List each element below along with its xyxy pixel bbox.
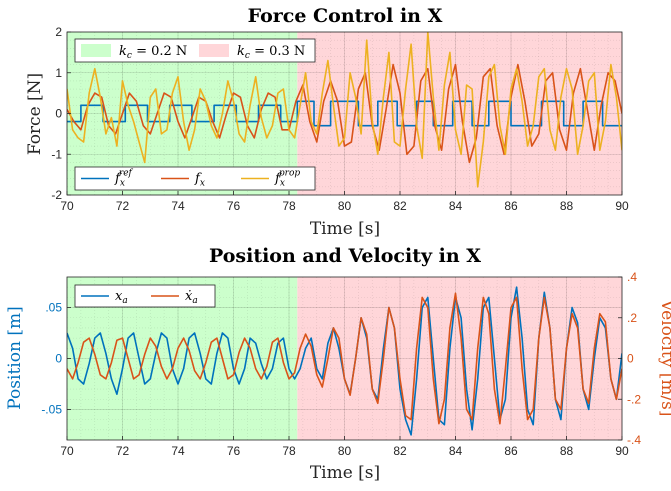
- y-right-tick-label: 0: [627, 352, 634, 366]
- chart-title-force: Force Control in X: [248, 5, 443, 27]
- y-right-tick-label: -.2: [627, 392, 641, 406]
- series-legend-box: [74, 166, 316, 191]
- y-tick-label: 1: [55, 66, 62, 80]
- x-tick-label: 86: [504, 444, 518, 458]
- y-tick-label: .05: [45, 301, 62, 315]
- x-tick-label: 76: [227, 199, 241, 213]
- x-tick-label: 74: [171, 199, 185, 213]
- x-tick-label: 84: [449, 199, 463, 213]
- region-1: [297, 277, 622, 440]
- series-legend-box: [74, 284, 216, 308]
- force-control-chart: Force Control in X Force [N] Time [s] 70…: [25, 5, 629, 239]
- region-legend-box: [74, 38, 316, 63]
- legend-label-0: fxref: [114, 169, 134, 189]
- y-right-tick-label: -.4: [627, 433, 641, 447]
- y-tick-label: -.05: [41, 402, 62, 416]
- x-tick-label: 72: [116, 444, 130, 458]
- x-tick-label: 76: [227, 444, 241, 458]
- x-tick-label: 80: [338, 199, 352, 213]
- chart-title-position-velocity: Position and Velocity in X: [209, 245, 481, 267]
- y-tick-label: 0: [55, 107, 62, 121]
- x-tick-label: 72: [116, 199, 130, 213]
- region-1: [297, 32, 622, 195]
- x-tick-label: 90: [615, 199, 629, 213]
- x-tick-label: 74: [171, 444, 185, 458]
- y-tick-label: 0: [55, 352, 62, 366]
- y-right-tick-label: .4: [627, 270, 637, 284]
- legend-label-1: fx: [194, 172, 205, 189]
- y-tick-label: -2: [51, 188, 62, 202]
- x-tick-label: 80: [338, 444, 352, 458]
- x-tick-label: 70: [60, 199, 74, 213]
- legend-label-1: ẋa: [185, 289, 198, 306]
- series-line-f-0: [67, 100, 622, 127]
- x-axis-label-position-velocity: Time [s]: [310, 463, 380, 483]
- y-tick-label: 2: [55, 25, 62, 39]
- x-tick-label: 88: [560, 444, 574, 458]
- y-tick-label: -1: [51, 147, 62, 161]
- y-axis-label-position: Position [m]: [5, 306, 25, 409]
- x-tick-label: 78: [282, 444, 296, 458]
- x-tick-label: 90: [615, 444, 629, 458]
- legend-label-0: xa: [115, 289, 128, 306]
- legend-label-2: fxprop: [274, 169, 300, 189]
- y-axis-label-force: Force [N]: [25, 73, 45, 155]
- region-legend-label-0: kc = 0.2 N: [119, 44, 187, 61]
- x-tick-label: 82: [393, 444, 407, 458]
- x-tick-label: 82: [393, 199, 407, 213]
- y-axis-label-velocity: Velocity [m/s]: [657, 298, 671, 416]
- x-tick-label: 84: [449, 444, 463, 458]
- region-legend-label-1: kc = 0.3 N: [237, 44, 305, 61]
- position-velocity-chart: Position and Velocity in X Position [m] …: [5, 245, 671, 483]
- x-tick-label: 78: [282, 199, 296, 213]
- x-axis-label-force: Time [s]: [310, 219, 380, 239]
- series-line-f-2: [67, 32, 622, 188]
- x-tick-label: 70: [60, 444, 74, 458]
- series-line-xdot-1: [67, 292, 622, 425]
- region-legend-swatch-1: [199, 44, 229, 57]
- series-line-f-1: [67, 63, 622, 164]
- y-right-tick-label: .2: [627, 311, 637, 325]
- region-legend-swatch-0: [81, 44, 111, 57]
- x-tick-label: 86: [504, 199, 518, 213]
- x-tick-label: 88: [560, 199, 574, 213]
